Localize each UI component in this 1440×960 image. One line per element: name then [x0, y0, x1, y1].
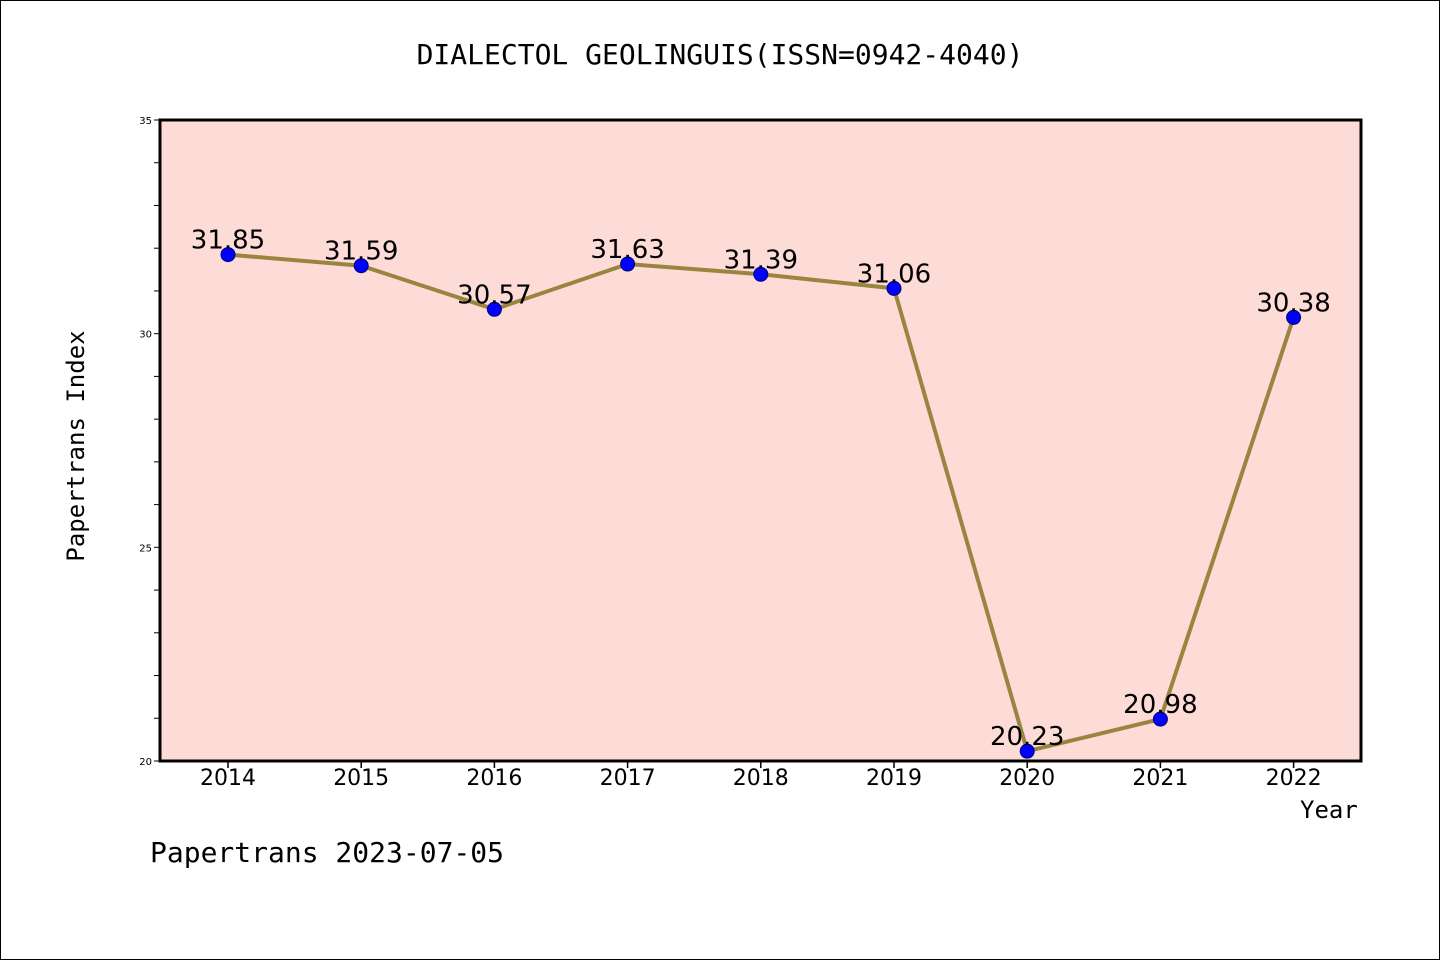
plot-border	[158, 118, 1363, 763]
x-axis-label: Year	[1300, 796, 1358, 824]
data-label: 31.85	[191, 226, 265, 256]
x-tick-label: 2017	[600, 766, 656, 791]
x-tick-label: 2014	[200, 766, 256, 791]
data-point	[220, 247, 236, 263]
data-label: 30.38	[1256, 288, 1330, 318]
y-tick-label: 25	[139, 543, 152, 554]
x-tick-label: 2015	[333, 766, 389, 791]
data-label: 20.23	[990, 722, 1064, 752]
data-label: 20.98	[1123, 690, 1197, 720]
data-point	[353, 258, 369, 274]
plot-area	[160, 120, 1361, 761]
y-tick-label: 20	[139, 757, 152, 768]
x-tick-label: 2016	[466, 766, 522, 791]
x-tick-label: 2022	[1266, 766, 1322, 791]
data-point	[1286, 309, 1302, 325]
data-point	[1019, 743, 1035, 759]
x-tick-label: 2020	[999, 766, 1055, 791]
data-label: 31.59	[324, 237, 398, 267]
data-label: 31.39	[724, 245, 798, 275]
data-point	[486, 301, 502, 317]
data-point	[886, 280, 902, 296]
data-label: 30.57	[457, 280, 531, 310]
y-tick-label: 30	[139, 330, 152, 341]
data-point	[753, 266, 769, 282]
y-tick-label: 35	[139, 116, 152, 127]
footer-text: Papertrans 2023-07-05	[150, 836, 505, 869]
data-label: 31.63	[590, 235, 664, 265]
x-tick-label: 2021	[1132, 766, 1188, 791]
data-label: 31.06	[857, 259, 931, 289]
x-tick-label: 2019	[866, 766, 922, 791]
x-tick-label: 2018	[733, 766, 789, 791]
data-point	[620, 256, 636, 272]
chart-title: DIALECTOL GEOLINGUIS(ISSN=0942-4040)	[416, 38, 1024, 71]
data-point	[1152, 711, 1168, 727]
